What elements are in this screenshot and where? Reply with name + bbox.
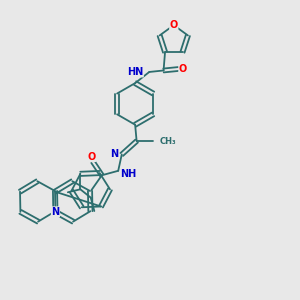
Text: NH: NH	[121, 169, 137, 179]
Text: CH₃: CH₃	[160, 136, 176, 146]
Text: HN: HN	[127, 67, 143, 77]
Text: N: N	[110, 149, 118, 160]
Text: O: O	[170, 20, 178, 30]
Text: O: O	[87, 152, 96, 161]
Text: O: O	[179, 64, 187, 74]
Text: N: N	[51, 207, 59, 217]
